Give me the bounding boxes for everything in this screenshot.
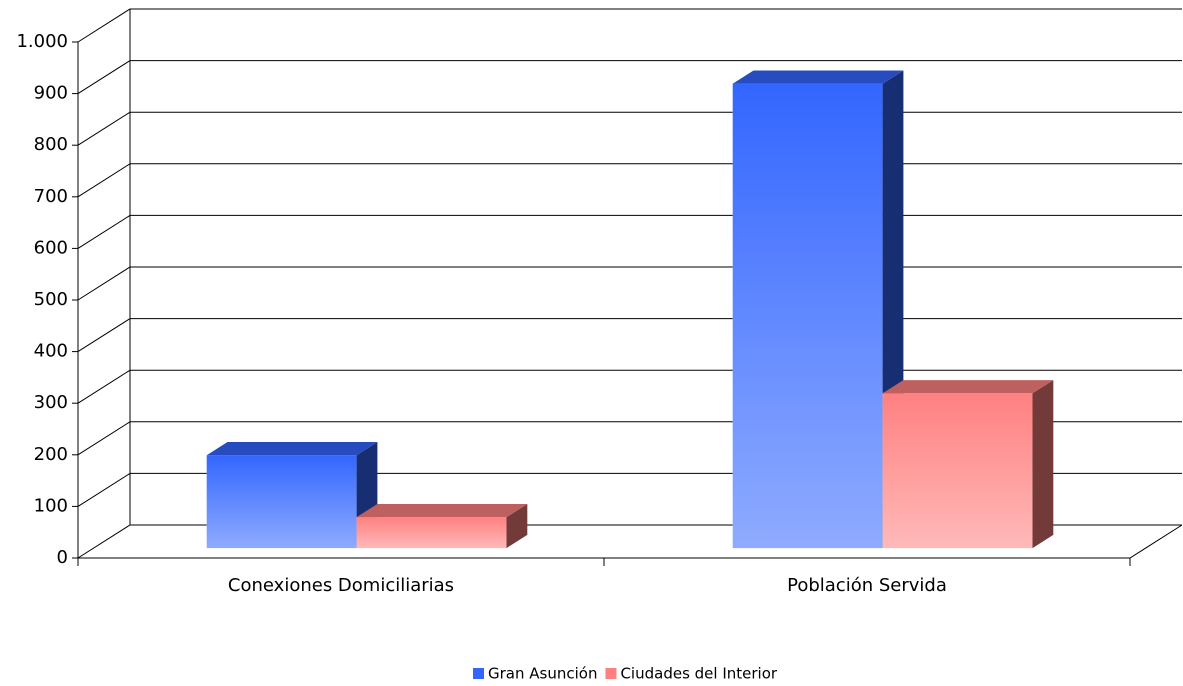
bar bbox=[206, 442, 378, 549]
bar-front bbox=[732, 83, 883, 549]
bar bbox=[882, 380, 1054, 549]
bar-front bbox=[882, 393, 1033, 549]
bar-top bbox=[356, 503, 528, 518]
x-tick-label: Población Servida bbox=[787, 575, 947, 596]
bar-side bbox=[1032, 380, 1054, 549]
bar bbox=[732, 70, 904, 549]
legend: Gran Asunción Ciudades del Interior bbox=[473, 665, 778, 683]
y-tick-label: 800 bbox=[34, 134, 68, 155]
bar-front bbox=[206, 455, 357, 549]
y-tick-label: 600 bbox=[34, 237, 68, 258]
bar-top bbox=[206, 442, 378, 456]
legend-label: Ciudades del Interior bbox=[620, 665, 777, 683]
grid-line bbox=[77, 266, 1182, 301]
grid-line bbox=[77, 60, 1182, 95]
y-tick-label: 500 bbox=[34, 289, 68, 310]
labels: 0 100 200 300 400 500 600 700 800 900 1.000 Conexio… bbox=[16, 31, 946, 683]
bar-top bbox=[732, 70, 904, 84]
y-tick-label: 400 bbox=[34, 341, 68, 362]
grid-line bbox=[77, 111, 1182, 146]
y-tick-label: 700 bbox=[34, 186, 68, 207]
grid-line bbox=[77, 8, 1182, 43]
y-tick-label: 100 bbox=[34, 495, 68, 516]
bar bbox=[356, 503, 528, 549]
legend-label: Gran Asunción bbox=[488, 665, 597, 683]
grid-line bbox=[77, 214, 1182, 249]
y-tick-label: 0 bbox=[57, 547, 68, 568]
y-tick-label: 200 bbox=[34, 444, 68, 465]
legend-swatch bbox=[605, 668, 617, 679]
bar-top bbox=[882, 380, 1054, 394]
y-tick-label: 300 bbox=[34, 392, 68, 413]
y-tick-label: 900 bbox=[34, 83, 68, 104]
grid-line bbox=[77, 318, 1182, 353]
y-tick-label: 1.000 bbox=[16, 31, 68, 52]
bar-side bbox=[506, 503, 528, 549]
legend-swatch bbox=[473, 668, 484, 679]
bar-front bbox=[356, 517, 507, 549]
x-tick-label: Conexiones Domiciliarias bbox=[228, 575, 454, 596]
grid-line bbox=[77, 163, 1182, 198]
bars bbox=[206, 70, 1054, 549]
